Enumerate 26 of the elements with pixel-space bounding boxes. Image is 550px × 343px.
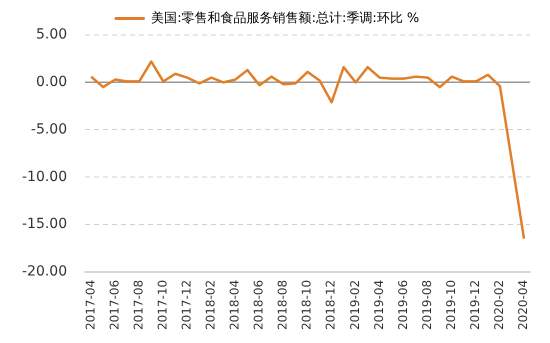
y-tick-label: 5.00 (36, 26, 68, 43)
x-tick-label: 2017-10 (155, 280, 170, 330)
x-tick-label: 2017-04 (83, 280, 98, 330)
y-tick-label: -15.00 (22, 216, 68, 232)
x-tick-label: 2019-08 (420, 280, 434, 330)
x-tick-label: 2020-04 (516, 280, 530, 330)
x-tick-label: 2018-06 (252, 280, 266, 330)
x-tick-label: 2017-06 (107, 280, 122, 330)
x-tick-label: 2018-04 (228, 280, 242, 330)
legend-label: 美国:零售和食品服务销售额:总计:季调:环比 % (151, 10, 420, 26)
x-tick-label: 2018-12 (324, 280, 338, 330)
x-tick-label: 2018-10 (300, 280, 314, 330)
x-tick-label: 2017-08 (131, 280, 146, 330)
x-tick-label: 2019-06 (396, 280, 410, 330)
x-tick-label: 2017-12 (179, 280, 194, 330)
y-tick-label: -5.00 (30, 121, 68, 138)
x-tick-label: 2019-02 (348, 280, 362, 330)
y-tick-label: -20.00 (22, 264, 68, 280)
y-tick-label: -10.00 (22, 168, 68, 185)
x-tick-label: 2020-02 (492, 280, 506, 330)
x-tick-label: 2019-04 (372, 280, 386, 330)
x-tick-label: 2018-08 (276, 280, 290, 330)
x-tick-label: 2019-12 (468, 280, 482, 330)
x-tick-label: 2018-02 (204, 280, 218, 330)
y-tick-label: 0.00 (36, 74, 68, 90)
x-tick-label: 2019-10 (444, 280, 458, 330)
